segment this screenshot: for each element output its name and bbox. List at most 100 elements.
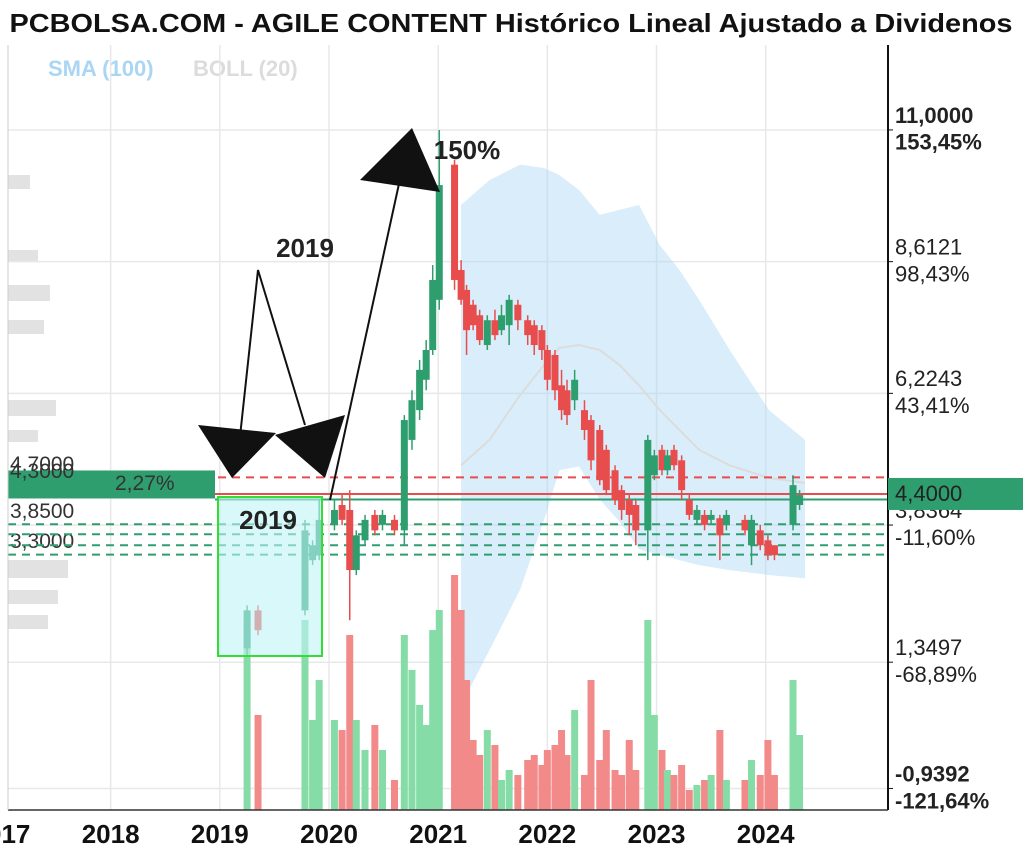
candle-body bbox=[330, 509, 338, 525]
candle-body bbox=[701, 514, 709, 525]
level-label: 4,7000 bbox=[10, 453, 74, 476]
volume-bar bbox=[254, 715, 262, 810]
volume-bar bbox=[596, 760, 604, 810]
volume-bar bbox=[400, 635, 408, 810]
candle-body bbox=[378, 514, 386, 525]
y-tick-label: 8,6121 bbox=[895, 234, 962, 259]
last-price-label: 4,4000 bbox=[895, 481, 962, 506]
profile-bar bbox=[8, 400, 56, 416]
volume-bar bbox=[611, 770, 619, 810]
volume-bar bbox=[491, 745, 499, 810]
candle-body bbox=[558, 385, 566, 411]
volume-bar bbox=[756, 775, 764, 810]
volume-bar bbox=[693, 785, 701, 810]
volume-bar bbox=[416, 705, 424, 810]
candle-body bbox=[716, 518, 724, 536]
volume-bar bbox=[770, 775, 778, 810]
candle-body bbox=[693, 509, 701, 520]
profile-bar bbox=[8, 615, 48, 629]
candle-body bbox=[435, 185, 443, 300]
volume-bar bbox=[558, 730, 566, 810]
volume-bar bbox=[315, 680, 323, 810]
profile-bar bbox=[8, 250, 38, 262]
candle-body bbox=[361, 519, 369, 541]
annotation: 150% bbox=[434, 135, 501, 165]
candle-body bbox=[789, 485, 797, 525]
candle-body bbox=[371, 514, 379, 531]
level-label: 3,8500 bbox=[10, 500, 74, 523]
volume-bar bbox=[469, 740, 477, 810]
volume-bar bbox=[685, 790, 693, 810]
volume-bar bbox=[483, 730, 491, 810]
candle-body bbox=[678, 460, 686, 491]
candle-body bbox=[685, 500, 693, 515]
candle-body bbox=[429, 279, 437, 351]
volume-bar bbox=[422, 725, 430, 810]
volume-bar bbox=[670, 775, 678, 810]
volume-bar bbox=[580, 775, 588, 810]
profile-bar bbox=[8, 175, 30, 189]
volume-bar bbox=[361, 750, 369, 810]
candle-body bbox=[796, 495, 804, 505]
candle-body bbox=[469, 304, 477, 326]
volume-bar bbox=[551, 745, 559, 810]
y2-tick-label: -121,64% bbox=[895, 788, 989, 813]
volume-bar bbox=[309, 720, 317, 810]
volume-bar bbox=[701, 780, 709, 810]
volume-bar bbox=[658, 750, 666, 810]
volume-bar bbox=[530, 755, 538, 810]
volume-bar bbox=[741, 780, 749, 810]
candle-body bbox=[457, 270, 465, 300]
annotation-arrow bbox=[329, 169, 403, 501]
volume-bar bbox=[457, 610, 465, 810]
candle-body bbox=[625, 500, 633, 515]
volume-bar bbox=[571, 710, 579, 810]
profile-bar bbox=[8, 430, 38, 442]
candle-body bbox=[491, 320, 499, 336]
bollinger-mid bbox=[460, 344, 806, 484]
volume-bar bbox=[429, 630, 437, 810]
candle-body bbox=[707, 514, 715, 520]
y2-tick-label: 153,45% bbox=[895, 130, 982, 155]
candle-body bbox=[658, 449, 666, 471]
candle-body bbox=[422, 350, 430, 380]
candle-body bbox=[764, 540, 772, 556]
level-label: 3,3000 bbox=[10, 530, 74, 553]
x-tick-label: 2017 bbox=[0, 819, 30, 849]
y-tick-label: -0,9392 bbox=[895, 761, 970, 786]
arrow-head bbox=[360, 128, 440, 192]
volume-bar bbox=[716, 730, 724, 810]
candle-body bbox=[505, 299, 513, 326]
x-tick-label: 2022 bbox=[518, 819, 576, 849]
volume-bar bbox=[796, 735, 804, 810]
candle-body bbox=[524, 320, 532, 336]
volume-bar bbox=[451, 575, 459, 810]
profile-bar bbox=[8, 285, 50, 301]
candle-body bbox=[618, 490, 626, 510]
volume-bar bbox=[632, 770, 640, 810]
x-tick-label: 2018 bbox=[82, 819, 140, 849]
volume-bar bbox=[650, 715, 658, 810]
volume-bar bbox=[476, 755, 484, 810]
x-tick-label: 2019 bbox=[191, 819, 249, 849]
volume-profile bbox=[8, 175, 68, 629]
profile-bar bbox=[8, 590, 58, 604]
volume-bar bbox=[378, 750, 386, 810]
candle-body bbox=[543, 350, 551, 380]
profile-bar bbox=[8, 320, 44, 334]
volume-bar bbox=[722, 780, 730, 810]
candle-body bbox=[391, 519, 399, 531]
candle-body bbox=[352, 535, 360, 571]
candle-body bbox=[530, 325, 538, 346]
y2-tick-label: 98,43% bbox=[895, 261, 970, 286]
x-tick-label: 2024 bbox=[737, 819, 795, 849]
candle-body bbox=[463, 289, 471, 331]
volume-bar bbox=[587, 680, 595, 810]
candle-body bbox=[514, 304, 522, 321]
candle-body bbox=[497, 315, 505, 331]
volume-bar bbox=[524, 760, 532, 810]
last-price-box bbox=[888, 477, 1023, 510]
annotation-box bbox=[217, 496, 323, 657]
